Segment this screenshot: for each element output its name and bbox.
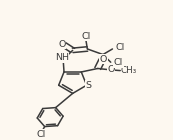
Text: S: S	[85, 81, 91, 90]
Text: O: O	[108, 65, 115, 74]
Text: O: O	[100, 55, 107, 64]
Text: Cl: Cl	[116, 43, 125, 52]
Text: Cl: Cl	[37, 130, 46, 139]
Text: NH: NH	[55, 53, 69, 62]
Text: Cl: Cl	[82, 32, 91, 41]
Text: Cl: Cl	[114, 58, 123, 67]
Text: O: O	[58, 40, 66, 49]
Text: CH₃: CH₃	[121, 66, 137, 75]
